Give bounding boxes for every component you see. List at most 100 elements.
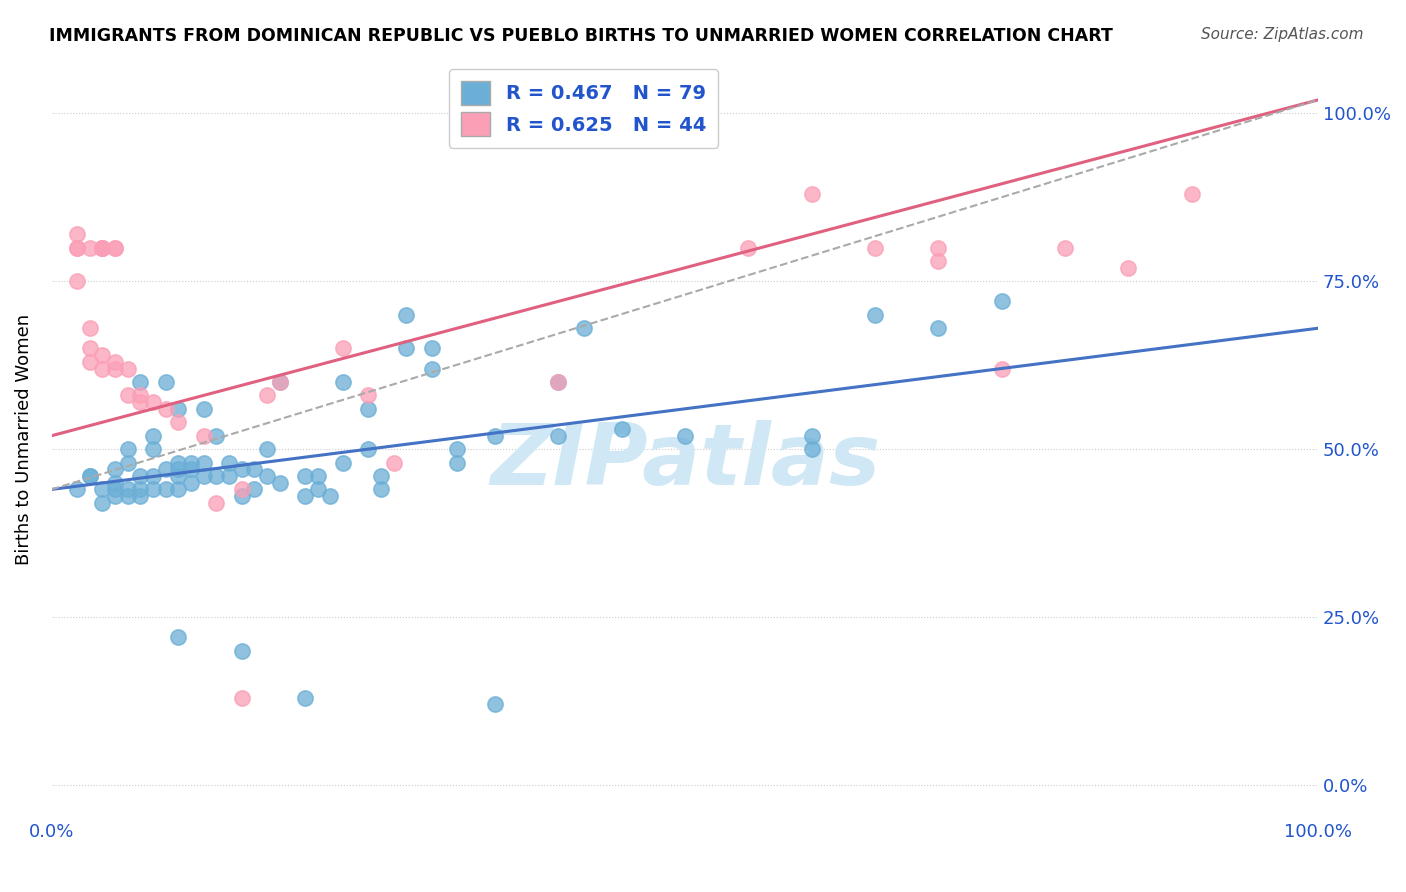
Point [117, 361, 139, 376]
Point [129, 489, 152, 503]
Point [117, 489, 139, 503]
Point [231, 489, 253, 503]
Point [332, 375, 354, 389]
Point [155, 375, 177, 389]
Text: ZIPatlas: ZIPatlas [489, 420, 880, 503]
Point [927, 254, 949, 268]
Point [863, 241, 886, 255]
Point [155, 462, 177, 476]
Point [927, 241, 949, 255]
Point [129, 375, 152, 389]
Point [256, 442, 278, 456]
Point [218, 456, 240, 470]
Point [155, 483, 177, 497]
Point [990, 294, 1012, 309]
Point [91, 496, 114, 510]
Point [79, 241, 101, 255]
Point [142, 395, 165, 409]
Point [357, 442, 380, 456]
Point [737, 241, 759, 255]
Point [193, 456, 215, 470]
Point [800, 442, 823, 456]
Point [180, 462, 202, 476]
Point [484, 698, 506, 712]
Point [91, 483, 114, 497]
Point [205, 496, 228, 510]
Point [231, 643, 253, 657]
Point [446, 456, 468, 470]
Point [193, 428, 215, 442]
Point [231, 690, 253, 705]
Point [79, 469, 101, 483]
Point [319, 489, 342, 503]
Point [117, 483, 139, 497]
Point [142, 428, 165, 442]
Point [256, 388, 278, 402]
Point [218, 469, 240, 483]
Point [79, 355, 101, 369]
Point [167, 462, 190, 476]
Point [307, 483, 329, 497]
Point [673, 428, 696, 442]
Point [395, 308, 418, 322]
Point [863, 308, 886, 322]
Point [1180, 186, 1202, 201]
Point [129, 469, 152, 483]
Point [79, 321, 101, 335]
Point [129, 483, 152, 497]
Point [927, 321, 949, 335]
Point [91, 241, 114, 255]
Point [117, 456, 139, 470]
Point [269, 375, 291, 389]
Point [1053, 241, 1076, 255]
Point [66, 274, 89, 288]
Point [167, 630, 190, 644]
Point [294, 469, 316, 483]
Point [205, 469, 228, 483]
Point [104, 462, 127, 476]
Point [91, 241, 114, 255]
Point [104, 355, 127, 369]
Point [142, 483, 165, 497]
Point [167, 415, 190, 429]
Point [142, 469, 165, 483]
Point [370, 483, 392, 497]
Point [256, 469, 278, 483]
Text: IMMIGRANTS FROM DOMINICAN REPUBLIC VS PUEBLO BIRTHS TO UNMARRIED WOMEN CORRELATI: IMMIGRANTS FROM DOMINICAN REPUBLIC VS PU… [49, 27, 1114, 45]
Point [155, 401, 177, 416]
Point [382, 456, 405, 470]
Point [446, 442, 468, 456]
Point [104, 483, 127, 497]
Point [91, 241, 114, 255]
Point [104, 241, 127, 255]
Point [269, 375, 291, 389]
Point [370, 469, 392, 483]
Point [484, 428, 506, 442]
Point [1116, 260, 1139, 275]
Point [193, 401, 215, 416]
Point [129, 388, 152, 402]
Point [129, 395, 152, 409]
Point [547, 428, 569, 442]
Point [610, 422, 633, 436]
Point [357, 401, 380, 416]
Point [104, 475, 127, 490]
Point [79, 469, 101, 483]
Point [91, 241, 114, 255]
Point [180, 456, 202, 470]
Point [572, 321, 595, 335]
Point [395, 342, 418, 356]
Legend: R = 0.467   N = 79, R = 0.625   N = 44: R = 0.467 N = 79, R = 0.625 N = 44 [450, 70, 718, 148]
Point [167, 456, 190, 470]
Point [332, 342, 354, 356]
Point [104, 489, 127, 503]
Point [990, 361, 1012, 376]
Point [307, 469, 329, 483]
Point [243, 462, 266, 476]
Point [231, 483, 253, 497]
Point [79, 342, 101, 356]
Point [66, 241, 89, 255]
Point [167, 469, 190, 483]
Point [91, 348, 114, 362]
Point [332, 456, 354, 470]
